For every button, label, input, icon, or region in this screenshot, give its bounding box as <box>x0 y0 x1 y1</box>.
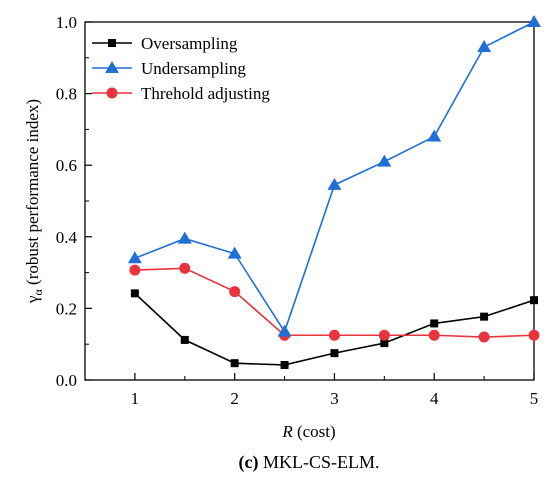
threhold-adjusting-point <box>478 331 490 343</box>
y-axis-label-text: (robust performance index) <box>23 99 42 289</box>
oversampling-point <box>380 339 389 348</box>
legend-label-threhold-adjusting: Threhold adjusting <box>141 84 270 103</box>
oversampling-point <box>130 289 139 298</box>
legend-label-oversampling: Oversampling <box>141 34 238 53</box>
x-tick-label: 2 <box>230 389 239 408</box>
undersampling-point <box>427 129 442 142</box>
x-axis-label-text: (cost) <box>293 422 336 441</box>
y-axis-label-symbol: γ <box>23 295 42 304</box>
undersampling-point <box>377 154 392 167</box>
series-layer <box>127 15 541 369</box>
figure-caption: (c) MKL-CS-ELM. <box>239 452 380 473</box>
series-oversampling <box>130 289 538 369</box>
threhold-adjusting-point <box>179 262 191 274</box>
legend-marker-threhold-adjusting <box>106 87 118 99</box>
legend: Oversampling Undersampling Threhold adjust… <box>92 34 270 103</box>
x-tick-label: 5 <box>530 389 539 408</box>
threhold-adjusting-point <box>378 329 390 341</box>
undersampling-point <box>227 246 242 259</box>
y-axis-label: γα (robust performance index) <box>23 99 45 304</box>
oversampling-point <box>430 319 439 328</box>
series-undersampling <box>127 15 541 337</box>
x-tick-label: 1 <box>131 389 140 408</box>
caption-label: (c) <box>239 452 259 473</box>
series-threhold-adjusting <box>129 262 540 343</box>
threhold-adjusting-point <box>528 329 540 341</box>
oversampling-point <box>230 359 239 368</box>
legend-marker-undersampling <box>105 61 119 73</box>
x-tick-label: 4 <box>430 389 439 408</box>
y-tick-label: 0.4 <box>56 228 78 247</box>
oversampling-point <box>280 360 289 369</box>
x-tick-label: 3 <box>330 389 339 408</box>
y-tick-label: 0.0 <box>56 371 77 390</box>
undersampling-point <box>177 231 192 244</box>
caption-text: MKL-CS-ELM. <box>258 452 379 472</box>
oversampling-point <box>480 312 489 321</box>
undersampling-point <box>277 324 292 337</box>
oversampling-point <box>180 335 189 344</box>
x-axis: 1 2 3 4 5 <box>84 373 539 408</box>
threhold-adjusting-point <box>428 329 440 341</box>
undersampling-point <box>527 15 541 27</box>
undersampling-point <box>327 177 342 190</box>
y-tick-label: 0.6 <box>56 156 77 175</box>
oversampling-point <box>330 349 339 358</box>
undersampling-point <box>127 251 142 264</box>
threhold-adjusting-point <box>129 264 141 276</box>
y-tick-label: 0.8 <box>56 85 77 104</box>
threhold-adjusting-line <box>134 267 535 338</box>
oversampling-point <box>530 296 538 305</box>
legend-marker-oversampling <box>108 39 116 47</box>
legend-label-undersampling: Undersampling <box>141 59 246 78</box>
undersampling-point <box>477 40 492 53</box>
x-axis-label-variable: R <box>281 422 293 441</box>
y-axis-label-subscript: α <box>31 289 45 296</box>
threhold-adjusting-point <box>229 286 241 298</box>
x-axis-label: R (cost) <box>281 422 335 441</box>
y-tick-label: 0.2 <box>56 299 77 318</box>
y-axis: 0.0 0.2 0.4 0.6 0.8 1.0 <box>56 13 92 390</box>
threhold-adjusting-point <box>328 329 340 341</box>
y-tick-label: 1.0 <box>56 13 77 32</box>
